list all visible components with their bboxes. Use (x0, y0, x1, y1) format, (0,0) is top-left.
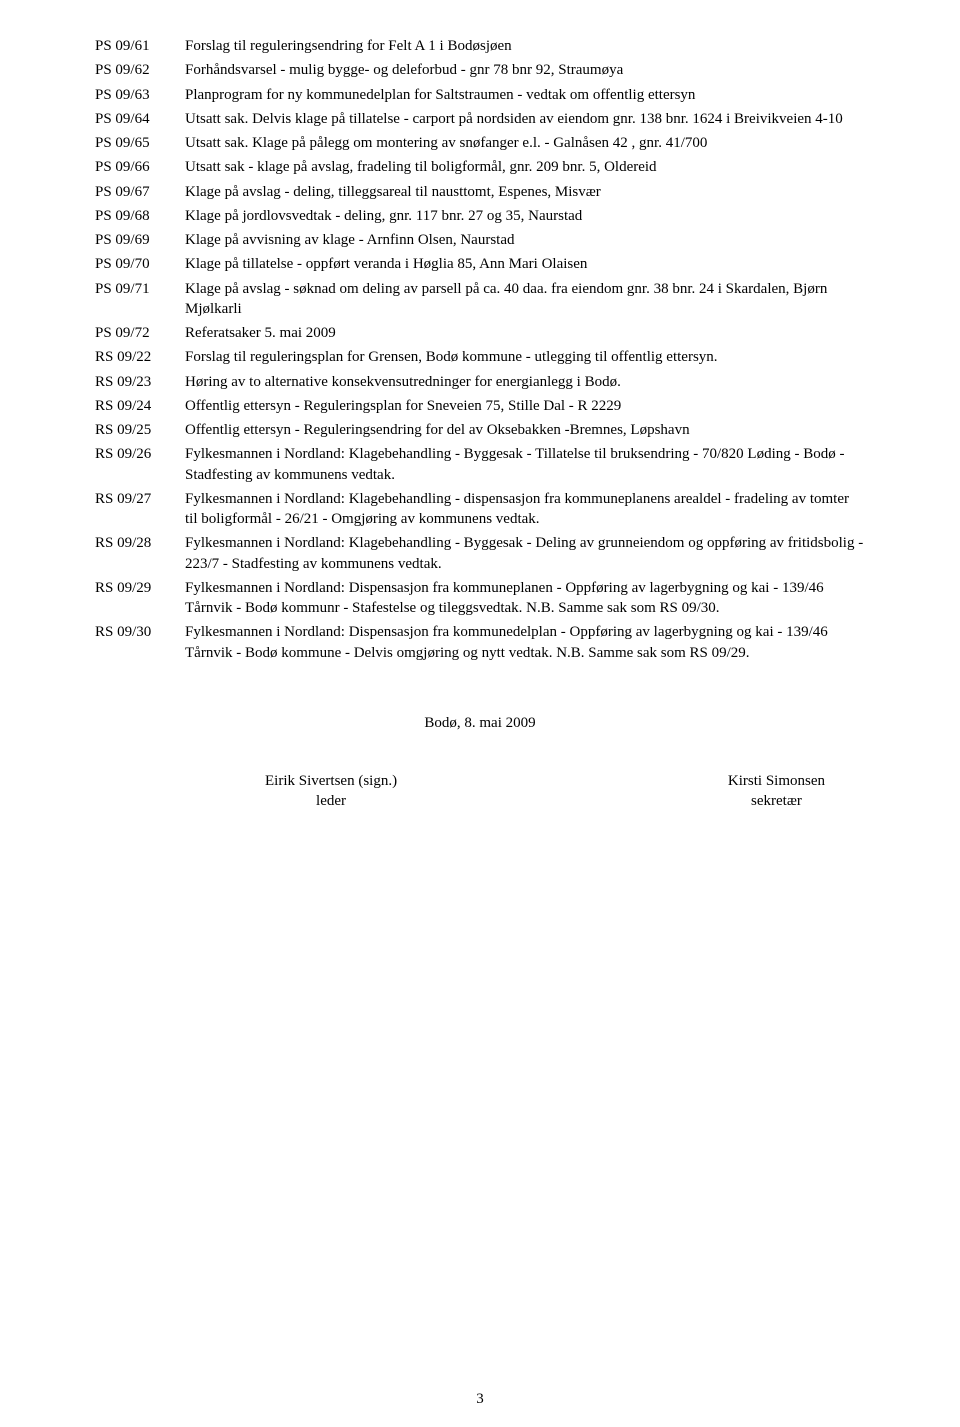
entry-text: Utsatt sak. Klage på pålegg om montering… (185, 133, 865, 153)
entry-row: PS 09/63Planprogram for ny kommunedelpla… (95, 85, 865, 105)
entry-code: PS 09/61 (95, 36, 185, 56)
entry-text: Fylkesmannen i Nordland: Klagebehandling… (185, 533, 865, 574)
entry-row: PS 09/61Forslag til reguleringsendring f… (95, 36, 865, 56)
entry-text: Klage på jordlovsvedtak - deling, gnr. 1… (185, 206, 865, 226)
entry-row: RS 09/28Fylkesmannen i Nordland: Klagebe… (95, 533, 865, 574)
entry-code: RS 09/27 (95, 489, 185, 509)
signature-right-name: Kirsti Simonsen (728, 771, 825, 791)
entry-code: PS 09/68 (95, 206, 185, 226)
entry-row: RS 09/30Fylkesmannen i Nordland: Dispens… (95, 622, 865, 663)
entry-row: PS 09/67Klage på avslag - deling, tilleg… (95, 182, 865, 202)
entry-row: RS 09/23Høring av to alternative konsekv… (95, 372, 865, 392)
signature-left: Eirik Sivertsen (sign.) leder (265, 771, 397, 812)
entry-text: Utsatt sak. Delvis klage på tillatelse -… (185, 109, 865, 129)
signature-left-role: leder (265, 791, 397, 811)
entry-text: Referatsaker 5. mai 2009 (185, 323, 865, 343)
entry-code: RS 09/25 (95, 420, 185, 440)
entry-text: Planprogram for ny kommunedelplan for Sa… (185, 85, 865, 105)
entry-text: Offentlig ettersyn - Reguleringsplan for… (185, 396, 865, 416)
entry-list: PS 09/61Forslag til reguleringsendring f… (95, 36, 865, 663)
entry-row: RS 09/24Offentlig ettersyn - Regulerings… (95, 396, 865, 416)
footer: Bodø, 8. mai 2009 Eirik Sivertsen (sign.… (95, 713, 865, 812)
signature-right: Kirsti Simonsen sekretær (728, 771, 825, 812)
entry-text: Høring av to alternative konsekvensutred… (185, 372, 865, 392)
entry-row: PS 09/62Forhåndsvarsel - mulig bygge- og… (95, 60, 865, 80)
entry-text: Utsatt sak - klage på avslag, fradeling … (185, 157, 865, 177)
entry-text: Klage på avslag - søknad om deling av pa… (185, 279, 865, 320)
entry-row: PS 09/65Utsatt sak. Klage på pålegg om m… (95, 133, 865, 153)
entry-row: RS 09/27Fylkesmannen i Nordland: Klagebe… (95, 489, 865, 530)
entry-text: Fylkesmannen i Nordland: Klagebehandling… (185, 444, 865, 485)
entry-row: PS 09/68Klage på jordlovsvedtak - deling… (95, 206, 865, 226)
entry-text: Fylkesmannen i Nordland: Klagebehandling… (185, 489, 865, 530)
entry-code: PS 09/69 (95, 230, 185, 250)
entry-code: RS 09/29 (95, 578, 185, 598)
entry-code: RS 09/28 (95, 533, 185, 553)
entry-text: Klage på avslag - deling, tilleggsareal … (185, 182, 865, 202)
entry-row: PS 09/64Utsatt sak. Delvis klage på till… (95, 109, 865, 129)
entry-code: PS 09/66 (95, 157, 185, 177)
entry-code: RS 09/30 (95, 622, 185, 642)
entry-row: PS 09/70Klage på tillatelse - oppført ve… (95, 254, 865, 274)
entry-text: Forslag til reguleringsplan for Grensen,… (185, 347, 865, 367)
entry-code: PS 09/62 (95, 60, 185, 80)
entry-code: PS 09/72 (95, 323, 185, 343)
footer-date: Bodø, 8. mai 2009 (95, 713, 865, 733)
entry-text: Klage på tillatelse - oppført veranda i … (185, 254, 865, 274)
entry-row: RS 09/22Forslag til reguleringsplan for … (95, 347, 865, 367)
entry-code: PS 09/64 (95, 109, 185, 129)
signature-left-name: Eirik Sivertsen (sign.) (265, 771, 397, 791)
entry-row: RS 09/26Fylkesmannen i Nordland: Klagebe… (95, 444, 865, 485)
entry-text: Klage på avvisning av klage - Arnfinn Ol… (185, 230, 865, 250)
entry-code: PS 09/63 (95, 85, 185, 105)
entry-row: RS 09/25Offentlig ettersyn - Regulerings… (95, 420, 865, 440)
entry-code: RS 09/24 (95, 396, 185, 416)
entry-text: Offentlig ettersyn - Reguleringsendring … (185, 420, 865, 440)
entry-text: Fylkesmannen i Nordland: Dispensasjon fr… (185, 578, 865, 619)
entry-code: PS 09/65 (95, 133, 185, 153)
signature-right-role: sekretær (728, 791, 825, 811)
entry-row: PS 09/69Klage på avvisning av klage - Ar… (95, 230, 865, 250)
entry-text: Forslag til reguleringsendring for Felt … (185, 36, 865, 56)
entry-code: PS 09/71 (95, 279, 185, 299)
entry-row: RS 09/29Fylkesmannen i Nordland: Dispens… (95, 578, 865, 619)
entry-row: PS 09/72Referatsaker 5. mai 2009 (95, 323, 865, 343)
entry-text: Forhåndsvarsel - mulig bygge- og delefor… (185, 60, 865, 80)
entry-text: Fylkesmannen i Nordland: Dispensasjon fr… (185, 622, 865, 663)
entry-code: PS 09/67 (95, 182, 185, 202)
entry-code: RS 09/22 (95, 347, 185, 367)
page-number: 3 (0, 1389, 960, 1409)
signatures: Eirik Sivertsen (sign.) leder Kirsti Sim… (95, 771, 865, 812)
entry-code: RS 09/26 (95, 444, 185, 464)
entry-row: PS 09/71Klage på avslag - søknad om deli… (95, 279, 865, 320)
entry-code: PS 09/70 (95, 254, 185, 274)
entry-code: RS 09/23 (95, 372, 185, 392)
entry-row: PS 09/66Utsatt sak - klage på avslag, fr… (95, 157, 865, 177)
